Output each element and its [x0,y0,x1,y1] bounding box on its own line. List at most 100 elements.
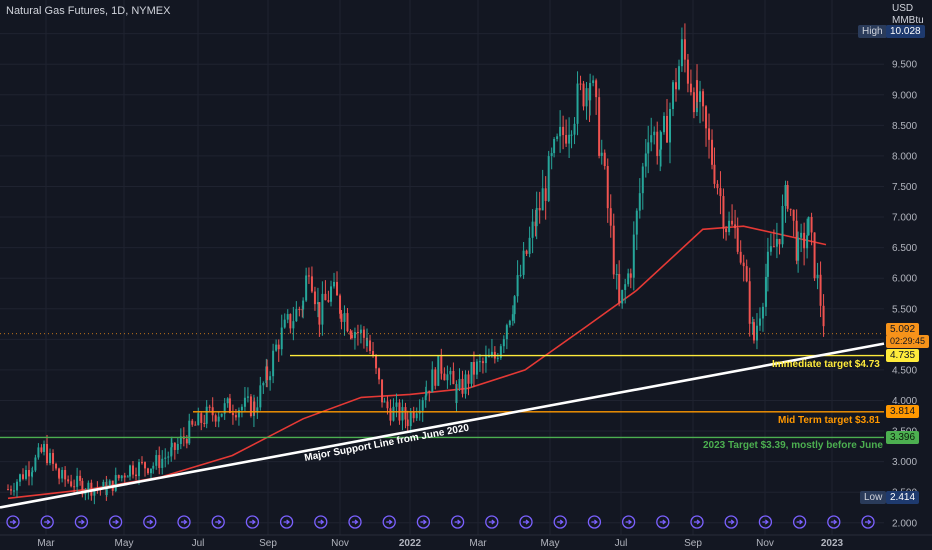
candle-body [114,475,117,491]
candle-body [108,480,111,487]
candle-body [678,66,681,90]
event-icon[interactable] [827,515,841,529]
event-icon[interactable] [40,515,54,529]
candle-body [708,128,711,140]
candle-body [822,305,825,327]
event-icon[interactable] [656,515,670,529]
candle-body [434,369,437,386]
y-tick-label: 4.000 [892,396,917,407]
event-icon[interactable] [519,515,533,529]
level-tag-immediate: 4.735 [886,349,920,363]
event-icon[interactable] [587,515,602,529]
y-tick-label: 2.000 [892,518,917,529]
candle-body [120,475,123,479]
candle-body [758,318,761,326]
event-icon[interactable] [245,515,260,529]
candle-body [481,361,484,364]
candle-body [600,152,603,156]
event-icon[interactable] [108,515,123,529]
event-icon[interactable] [382,515,396,529]
candle-body [375,355,378,369]
candle-body [472,362,475,375]
event-icon[interactable] [690,515,704,529]
event-icon[interactable] [177,515,191,529]
candle-body [289,314,292,329]
candle-body [803,232,806,249]
event-icon[interactable] [485,515,499,529]
candle-body [150,468,153,474]
event-icon[interactable] [74,515,89,529]
candle-body [522,250,525,275]
event-icon[interactable] [724,515,738,529]
event-icon[interactable] [758,515,773,529]
candle-body [316,302,319,305]
chart-grid [0,0,884,535]
event-icons[interactable] [6,515,875,529]
candle-body [478,361,481,363]
candle-body [28,469,30,477]
candle-body [350,334,353,339]
x-tick-label: Nov [756,538,774,549]
high-label-tag: High [858,25,887,39]
candle-body [455,388,458,403]
candle-body [772,246,775,248]
support-line[interactable] [0,342,885,509]
candle-body [806,235,809,249]
candle-body [164,457,167,459]
x-tick-label: 2023 [821,538,844,549]
candle-body [424,395,427,401]
candle-body [155,455,158,466]
candle-body [728,220,731,233]
candle-body [440,356,443,372]
event-icon[interactable] [348,515,362,529]
candle-body [313,291,316,305]
candle-body [228,398,231,413]
candle-body [428,390,431,393]
candle-body [528,237,531,254]
event-icon[interactable] [211,515,225,529]
candle-body [173,442,176,450]
candle-body [755,325,758,341]
candle-body [194,424,197,426]
candle-body [158,455,161,468]
y-tick-label: 7.000 [892,213,917,224]
event-icon[interactable] [553,515,567,529]
candle-body [692,92,695,113]
candle-body [786,185,789,209]
event-icon[interactable] [450,515,465,529]
event-icon[interactable] [416,515,431,529]
event-icon[interactable] [279,515,294,529]
candle-body [800,232,803,238]
event-icon[interactable] [314,515,328,529]
candle-body [58,477,61,479]
candle-body [632,234,635,278]
candle-body [638,193,641,211]
event-icon[interactable] [143,515,157,529]
candle-body [197,413,200,426]
candle-body [386,401,389,409]
candle-body [499,346,502,358]
horizontal-levels [0,333,884,439]
event-icon[interactable] [861,515,875,529]
candle-body [249,396,252,417]
candle-body [321,293,324,325]
event-icon[interactable] [792,515,807,529]
candle-body [144,462,147,469]
candle-body [807,216,810,236]
y-axis: 2.0002.5003.0003.5004.0004.5005.0005.500… [892,29,923,529]
candle-body [179,436,182,444]
support-line-label: Major Support Line from June 2020 [304,423,471,464]
candle-body [262,382,265,386]
event-icon[interactable] [621,515,636,529]
x-tick-label: Sep [259,538,277,549]
candle-body [392,406,395,421]
event-icon[interactable] [6,515,20,529]
candle-body [378,368,381,380]
candle-body [431,369,434,393]
candle-body [470,362,473,384]
x-tick-label: May [115,538,134,549]
candle-body [132,465,135,475]
candle-body [234,415,237,418]
candle-body [751,322,754,324]
